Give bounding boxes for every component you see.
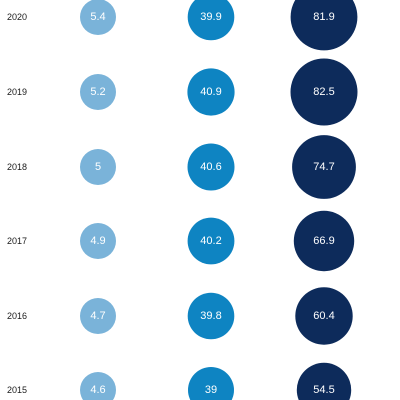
bubble-value-label: 5 xyxy=(95,161,101,173)
bubble-value-label: 5.2 xyxy=(90,86,105,98)
bubble-value-label: 82.5 xyxy=(313,86,334,98)
bubble-value-label: 81.9 xyxy=(313,11,334,23)
bubble-value-label: 66.9 xyxy=(313,235,334,247)
bubble xyxy=(80,298,116,334)
bubble xyxy=(80,372,116,400)
bubble-value-label: 40.9 xyxy=(200,86,221,98)
bubble xyxy=(187,143,235,191)
bubble-value-label: 40.6 xyxy=(200,161,221,173)
bubble-value-label: 40.2 xyxy=(200,235,221,247)
bubble xyxy=(290,58,358,126)
bubble-value-label: 39 xyxy=(205,384,217,396)
bubble xyxy=(187,292,235,340)
bubble-value-label: 4.7 xyxy=(90,310,105,322)
bubble-value-label: 4.9 xyxy=(90,235,105,247)
bubble xyxy=(187,68,235,116)
year-label: 2018 xyxy=(7,162,27,172)
bubble xyxy=(293,210,355,272)
bubble xyxy=(80,0,116,35)
bubble xyxy=(80,74,116,110)
bubble xyxy=(187,0,235,41)
year-label: 2015 xyxy=(7,385,27,395)
bubble-value-label: 39.9 xyxy=(200,11,221,23)
bubble xyxy=(290,0,358,51)
bubble-value-label: 39.8 xyxy=(200,310,221,322)
bubble xyxy=(295,287,353,345)
year-label: 2016 xyxy=(7,311,27,321)
bubble-value-label: 54.5 xyxy=(313,384,334,396)
bubble-value-label: 60.4 xyxy=(313,310,334,322)
bubble-value-label: 4.6 xyxy=(90,384,105,396)
year-label: 2019 xyxy=(7,87,27,97)
bubble xyxy=(292,135,356,199)
bubble xyxy=(80,223,116,259)
year-label: 2020 xyxy=(7,12,27,22)
bubble xyxy=(80,149,116,185)
bubble-value-label: 74.7 xyxy=(313,161,334,173)
bubble-value-label: 5.4 xyxy=(90,11,105,23)
bubble xyxy=(296,362,352,400)
bubble xyxy=(187,217,235,265)
year-label: 2017 xyxy=(7,236,27,246)
bubble xyxy=(188,367,234,400)
